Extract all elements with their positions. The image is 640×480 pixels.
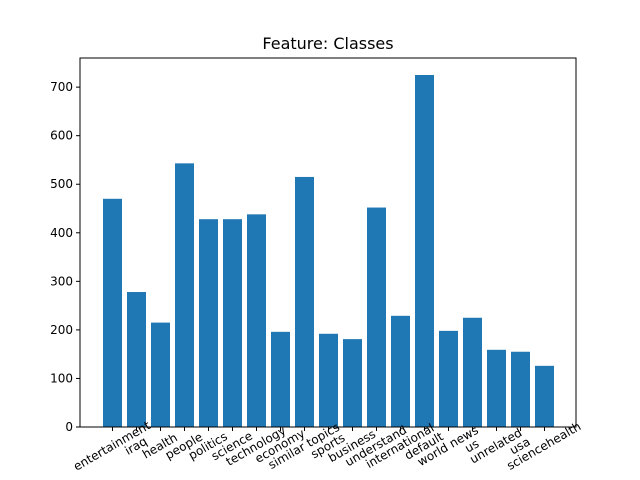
bar-entertainment <box>103 198 122 427</box>
x-axis: entertainmentiraqhealthpeoplepoliticssci… <box>71 418 583 473</box>
plot-frame <box>79 57 577 428</box>
y-axis: 0 100 200 300 400 500 600 700 <box>50 80 80 434</box>
chart-title: Feature: Classes <box>262 34 393 53</box>
bar-similar-topics <box>295 176 314 427</box>
bar-default <box>415 74 434 428</box>
bar-health <box>151 322 170 427</box>
y-tick-label: 100 <box>50 371 73 385</box>
y-tick-label: 300 <box>50 274 73 288</box>
bar-people <box>175 163 194 428</box>
bar-economy <box>271 331 290 427</box>
bar-technology <box>247 214 266 427</box>
bar-iraq <box>127 292 146 427</box>
y-tick-label: 400 <box>50 226 73 240</box>
bar-sports <box>319 333 338 427</box>
y-tick-label: 600 <box>50 129 73 143</box>
bar-understand <box>367 207 386 427</box>
x-tick-label: us <box>462 436 481 455</box>
bar-science <box>223 219 242 427</box>
y-tick-label: 200 <box>50 323 73 337</box>
bar-sciencehealth <box>535 365 554 427</box>
bar-us <box>463 317 482 427</box>
bar-business <box>343 339 362 427</box>
y-tick-label: 0 <box>65 420 73 434</box>
bar-usa <box>511 351 530 427</box>
bar-politics <box>199 219 218 427</box>
bar-unrelated <box>487 349 506 427</box>
y-tick-label: 700 <box>50 80 73 94</box>
bars-group <box>103 74 554 428</box>
bar-international <box>391 315 410 427</box>
y-tick-label: 500 <box>50 177 73 191</box>
bar-world-news <box>439 330 458 427</box>
